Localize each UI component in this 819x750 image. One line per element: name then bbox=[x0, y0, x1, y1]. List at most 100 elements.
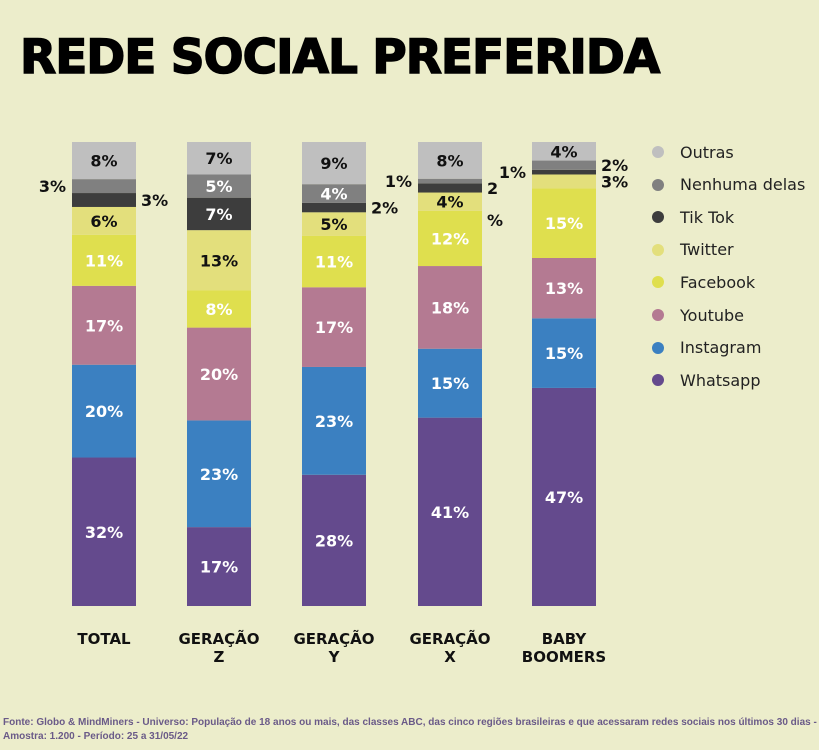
legend-swatch bbox=[652, 276, 664, 289]
data-label: 1% bbox=[385, 172, 412, 191]
data-label: 41% bbox=[431, 503, 469, 522]
data-label: 20% bbox=[200, 365, 238, 384]
bar-segment-instagram bbox=[532, 318, 596, 388]
data-label: 7% bbox=[205, 205, 232, 224]
bar-segment-twitter bbox=[532, 174, 596, 189]
bar-segment-facebook bbox=[532, 188, 596, 258]
bar-segment-tik-tok bbox=[187, 197, 251, 231]
data-label: 23% bbox=[200, 465, 238, 484]
data-label: 32% bbox=[85, 523, 123, 542]
legend-swatch bbox=[652, 243, 664, 256]
data-label: 17% bbox=[200, 558, 238, 577]
data-label: 13% bbox=[200, 251, 238, 270]
data-label: 18% bbox=[431, 298, 469, 317]
data-label: 11% bbox=[85, 251, 123, 270]
data-label: 17% bbox=[315, 318, 353, 337]
data-label: 2% bbox=[601, 156, 628, 175]
data-label: 2 bbox=[487, 179, 498, 198]
data-label: 28% bbox=[315, 531, 353, 550]
legend-label: Nenhuma delas bbox=[680, 175, 806, 195]
legend-swatch bbox=[652, 178, 664, 191]
bar-segment-tik-tok bbox=[302, 202, 366, 213]
category-label: GERAÇÃO Y bbox=[293, 630, 375, 666]
data-label: 17% bbox=[85, 316, 123, 335]
legend-swatch bbox=[652, 211, 664, 224]
bar-segment-tik-tok bbox=[418, 183, 482, 193]
bar-segment-nenhuma-delas bbox=[418, 178, 482, 184]
bar-segment-youtube bbox=[532, 258, 596, 319]
bar-segment-instagram bbox=[187, 420, 251, 528]
category-label: TOTAL bbox=[77, 630, 131, 648]
bar-segment-youtube bbox=[187, 327, 251, 421]
bar-segment-twitter bbox=[418, 192, 482, 211]
bar-segment-youtube bbox=[418, 266, 482, 349]
bar-segment-whatsapp bbox=[302, 474, 366, 606]
data-label: 8% bbox=[205, 300, 232, 319]
data-label: 15% bbox=[431, 374, 469, 393]
data-label: 3% bbox=[39, 177, 66, 196]
data-label: 6% bbox=[90, 212, 117, 231]
data-label: 1% bbox=[499, 163, 526, 182]
bar-segment-twitter bbox=[187, 230, 251, 291]
bar-segment-whatsapp bbox=[532, 387, 596, 606]
bar-segment-outras bbox=[187, 142, 251, 175]
category-label: GERAÇÃO X bbox=[409, 630, 491, 666]
bar-segment-instagram bbox=[72, 364, 136, 458]
data-label: 4% bbox=[550, 142, 577, 161]
data-label: 11% bbox=[315, 253, 353, 272]
bar-segment-tik-tok bbox=[532, 169, 596, 175]
legend-item: Outras bbox=[652, 142, 734, 162]
data-label: 3% bbox=[601, 172, 628, 191]
data-label: 15% bbox=[545, 214, 583, 233]
bar-segment-outras bbox=[72, 142, 136, 180]
data-label: 9% bbox=[320, 154, 347, 173]
data-label: 4% bbox=[320, 185, 347, 204]
legend-item: Instagram bbox=[652, 338, 761, 358]
legend-label: Facebook bbox=[680, 272, 756, 292]
legend-item: Twitter bbox=[652, 240, 734, 260]
bar-segment-youtube bbox=[302, 287, 366, 367]
data-label: 13% bbox=[545, 279, 583, 298]
legend-label: Tik Tok bbox=[680, 207, 735, 227]
bar-segment-nenhuma-delas bbox=[72, 179, 136, 194]
legend-item: Facebook bbox=[652, 272, 755, 292]
source-note: Fonte: Globo & MindMiners - Universo: Po… bbox=[3, 717, 817, 742]
bar-segment-nenhuma-delas bbox=[532, 160, 596, 170]
bar-segment-instagram bbox=[418, 348, 482, 418]
legend-swatch bbox=[652, 341, 664, 354]
data-label: 20% bbox=[85, 402, 123, 421]
data-label: 5% bbox=[205, 177, 232, 196]
bar-segment-twitter bbox=[72, 206, 136, 235]
bar-segment-outras bbox=[532, 142, 596, 161]
bar-segment-tik-tok bbox=[72, 193, 136, 207]
legend-item: Whatsapp bbox=[652, 370, 761, 390]
data-label: 8% bbox=[90, 152, 117, 171]
legend-label: Instagram bbox=[680, 338, 762, 358]
bar-segment-instagram bbox=[302, 366, 366, 475]
annotation-label: % bbox=[487, 211, 503, 230]
bar-segment-facebook bbox=[418, 210, 482, 267]
legend-item: Tik Tok bbox=[652, 207, 734, 227]
legend-label: Youtube bbox=[680, 305, 744, 325]
data-label: 5% bbox=[320, 215, 347, 234]
data-label: 15% bbox=[545, 344, 583, 363]
legend-label: Twitter bbox=[680, 240, 734, 260]
data-label: 4% bbox=[436, 193, 463, 212]
legend-swatch bbox=[652, 374, 664, 387]
category-label: BABY BOOMERS bbox=[521, 630, 607, 666]
legend-label: Outras bbox=[680, 142, 734, 162]
legend-item: Nenhuma delas bbox=[652, 175, 805, 195]
bar-segment-nenhuma-delas bbox=[187, 174, 251, 198]
bar-segment-facebook bbox=[302, 235, 366, 288]
page-title: REDE SOCIAL PREFERIDA bbox=[19, 29, 661, 86]
data-label: 7% bbox=[205, 149, 232, 168]
data-label: 47% bbox=[545, 488, 583, 507]
legend-label: Whatsapp bbox=[680, 370, 761, 390]
legend-swatch bbox=[652, 309, 664, 321]
bar-segment-youtube bbox=[72, 285, 136, 365]
bar-segment-whatsapp bbox=[72, 457, 136, 606]
data-label: 8% bbox=[436, 151, 463, 170]
bar-segment-facebook bbox=[72, 234, 136, 286]
